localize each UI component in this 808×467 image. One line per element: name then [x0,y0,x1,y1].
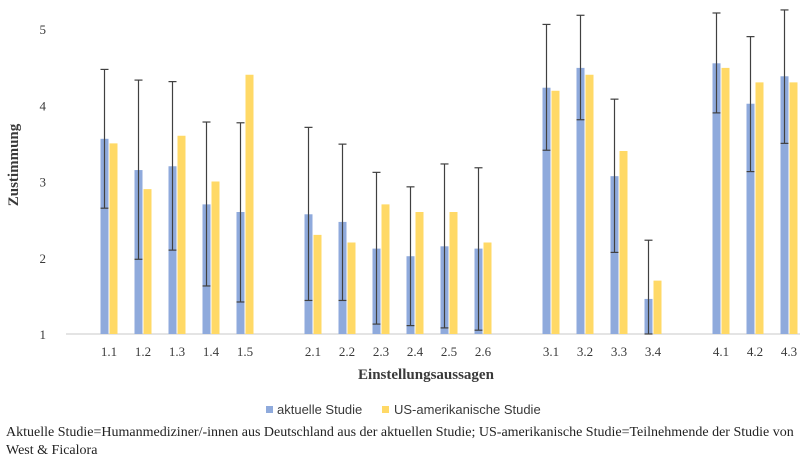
error-bar-aktuelle-studie-1.5 [236,122,245,303]
bar-us-amerikanische-studie-3.1 [551,90,560,334]
bar-aktuelle-studie-4.3 [780,76,789,335]
error-bar-aktuelle-studie-4.2 [746,36,755,173]
bar-us-amerikanische-studie-1.3 [177,135,186,334]
x-axis-ticks: 1.1 1.2 1.3 1.4 1.5 2.1 2.2 2.3 2.4 2.5 2.6 3.1 3.2 3… [101,344,797,359]
bar-aktuelle-studie-1.1 [100,138,109,334]
x-tick-label-2.2: 2.2 [339,344,355,359]
error-bar-aktuelle-studie-2.4 [406,186,415,327]
error-bar-aktuelle-studie-1.2 [134,79,143,260]
x-tick-label-2.6: 2.6 [475,344,492,359]
y-tick-label: 1 [40,327,47,342]
error-bar-aktuelle-studie-2.3 [372,171,381,325]
bar-us-amerikanische-studie-3.2 [585,74,594,334]
bar-aktuelle-studie-3.3 [610,176,619,334]
bar-aktuelle-studie-3.2 [576,67,585,334]
x-tick-label-4.1: 4.1 [713,344,729,359]
bar-us-amerikanische-studie-1.2 [143,189,152,334]
figure-caption: Aktuelle Studie=Humanmediziner/-innen au… [6,425,794,458]
error-bar-aktuelle-studie-3.1 [542,23,551,151]
bar-aktuelle-studie-3.1 [542,87,551,335]
error-bars [100,9,789,335]
error-bar-aktuelle-studie-2.6 [474,167,483,331]
bar-us-amerikanische-studie-3.4 [653,280,662,334]
error-bar-aktuelle-studie-2.1 [304,126,313,302]
bar-us-amerikanische-studie-2.6 [483,242,492,334]
error-bar-aktuelle-studie-3.3 [610,98,619,254]
bar-us-amerikanische-studie-4.2 [755,82,764,334]
x-tick-label-1.1: 1.1 [101,344,117,359]
y-tick-label: 5 [40,22,47,37]
bar-us-amerikanische-studie-1.4 [211,181,220,334]
bar-us-amerikanische-studie-2.1 [313,234,322,334]
x-tick-label-2.5: 2.5 [441,344,457,359]
x-tick-label-1.2: 1.2 [135,344,151,359]
x-tick-label-1.5: 1.5 [237,344,253,359]
error-bar-aktuelle-studie-3.4 [644,239,653,335]
error-bar-aktuelle-studie-1.1 [100,68,109,209]
x-tick-label-3.3: 3.3 [611,344,627,359]
bar-us-amerikanische-studie-1.5 [245,74,254,334]
x-tick-label-3.2: 3.2 [577,344,593,359]
x-tick-label-3.4: 3.4 [645,344,662,359]
y-tick-label: 4 [40,98,47,113]
x-tick-label-4.2: 4.2 [747,344,763,359]
bar-us-amerikanische-studie-1.1 [109,143,118,334]
bars [100,63,798,335]
legend-swatch-aktuelle-studie [266,406,273,413]
legend: aktuelle Studie US-amerikanische Studie [266,402,541,417]
x-tick-label-2.3: 2.3 [373,344,389,359]
y-axis-ticks: 1 2 3 4 5 [40,22,47,342]
y-axis-title: Zustimmung [6,123,22,206]
x-tick-label-4.3: 4.3 [781,344,797,359]
x-tick-label-2.1: 2.1 [305,344,321,359]
error-bar-aktuelle-studie-4.3 [780,9,789,144]
x-tick-label-1.3: 1.3 [169,344,185,359]
error-bar-aktuelle-studie-4.1 [712,12,721,114]
x-axis-title: Einstellungsaussagen [358,367,495,383]
error-bar-aktuelle-studie-2.5 [440,163,449,329]
x-tick-label-1.4: 1.4 [203,344,220,359]
error-bar-aktuelle-studie-2.2 [338,143,347,302]
bar-aktuelle-studie-4.1 [712,63,721,334]
x-tick-label-3.1: 3.1 [543,344,559,359]
bar-us-amerikanische-studie-2.4 [415,212,424,334]
bar-us-amerikanische-studie-3.3 [619,151,628,334]
bar-us-amerikanische-studie-2.3 [381,204,390,334]
bar-us-amerikanische-studie-2.2 [347,242,356,334]
y-tick-label: 3 [40,175,47,190]
bar-aktuelle-studie-4.2 [746,103,755,334]
legend-label-us-amerikanische-studie: US-amerikanische Studie [394,402,541,417]
error-bar-aktuelle-studie-1.4 [202,121,211,287]
bar-us-amerikanische-studie-2.5 [449,212,458,334]
error-bar-aktuelle-studie-1.3 [168,81,177,251]
x-tick-label-2.4: 2.4 [407,344,424,359]
bar-us-amerikanische-studie-4.3 [789,82,798,334]
legend-label-aktuelle-studie: aktuelle Studie [277,402,362,417]
y-tick-label: 2 [40,251,47,266]
bar-us-amerikanische-studie-4.1 [721,67,730,334]
error-bar-aktuelle-studie-3.2 [576,14,585,121]
legend-swatch-us-amerikanische-studie [382,406,389,413]
